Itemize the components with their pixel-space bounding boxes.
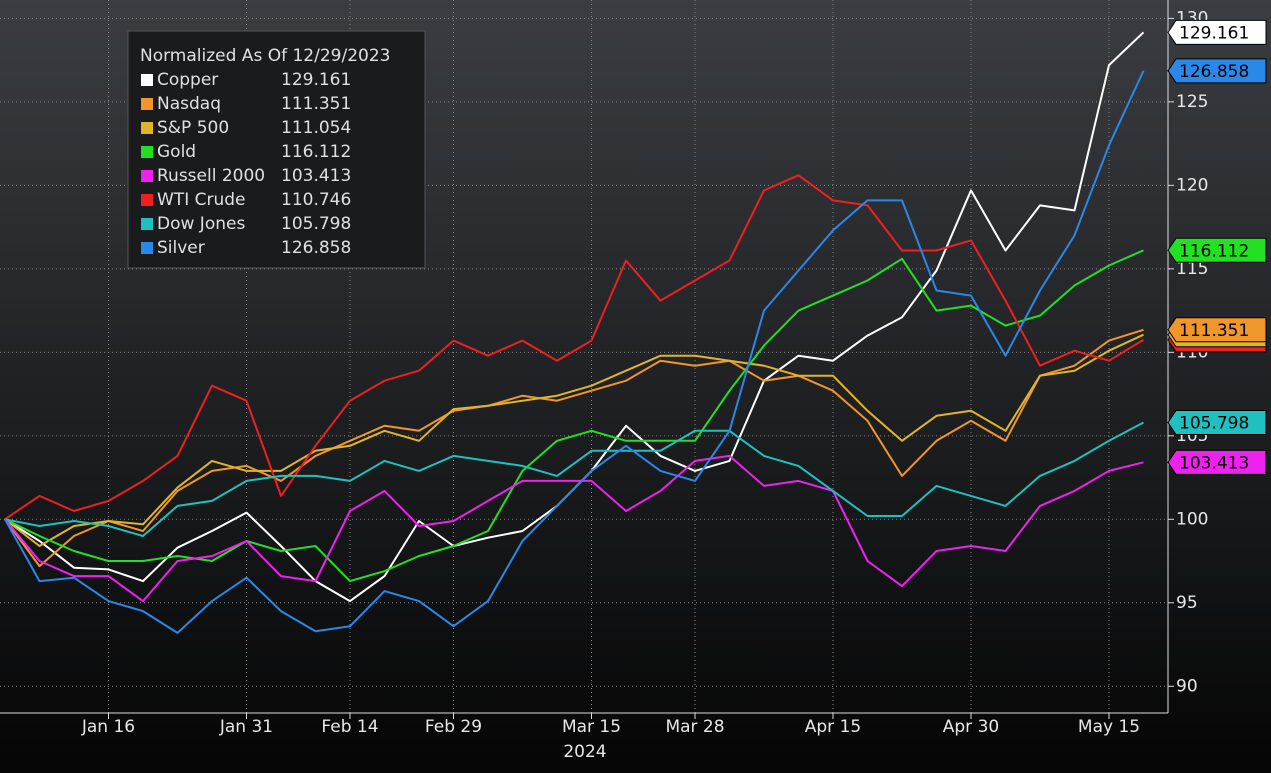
y-tick-label: 95 (1176, 593, 1198, 613)
x-tick-label: Apr 30 (943, 717, 999, 737)
end-tag (1167, 19, 1267, 45)
legend: Normalized As Of 12/29/2023 Copper 129.16… (127, 30, 426, 269)
x-tick-label: Jan 31 (219, 717, 273, 737)
legend-swatch (141, 74, 153, 86)
x-tick-label: Apr 15 (805, 717, 861, 737)
series-line (4, 454, 1144, 603)
end-tag-label: 103.413 (1179, 453, 1249, 473)
end-tag-label: 105.798 (1179, 413, 1249, 433)
end-tag (1167, 449, 1267, 475)
legend-value: 105.798 (281, 214, 351, 234)
legend-label: Gold (157, 142, 196, 162)
x-tick-label: Feb 29 (425, 717, 482, 737)
x-axis-label: 2024 (563, 742, 606, 762)
legend-label: Russell 2000 (157, 166, 265, 186)
end-tag (1167, 317, 1267, 343)
legend-label: Dow Jones (157, 214, 245, 234)
lines (4, 31, 1145, 634)
end-tag-label: 111.351 (1179, 321, 1249, 341)
legend-value: 111.351 (281, 94, 351, 114)
end-tag (1167, 409, 1267, 435)
legend-value: 129.161 (281, 70, 351, 90)
x-tick-label: Feb 14 (321, 717, 378, 737)
legend-swatch (141, 170, 153, 182)
legend-label: WTI Crude (157, 190, 246, 210)
legend-value: 126.858 (281, 238, 351, 258)
series-line (4, 174, 1145, 521)
series-line (4, 333, 1144, 547)
series-line (4, 421, 1144, 537)
legend-swatch (141, 122, 153, 134)
legend-value: 116.112 (281, 142, 351, 162)
end-tag-label: 126.858 (1179, 62, 1249, 82)
end-tag (1167, 58, 1267, 84)
x-tick-label: Mar 28 (665, 717, 724, 737)
end-tag (1167, 237, 1267, 263)
y-tick-label: 125 (1176, 92, 1208, 112)
y-tick-label: 120 (1176, 175, 1208, 195)
legend-swatch (141, 146, 153, 158)
x-tick-label: Mar 15 (562, 717, 621, 737)
legend-title: Normalized As Of 12/29/2023 (140, 46, 390, 66)
legend-label: Silver (157, 238, 205, 258)
series-line (4, 70, 1145, 634)
legend-swatch (141, 218, 153, 230)
legend-value: 103.413 (281, 166, 351, 186)
legend-swatch (141, 242, 153, 254)
end-tags: 126.858105.798110.746103.413116.112111.0… (1167, 19, 1267, 475)
legend-label: Nasdaq (157, 94, 221, 114)
legend-value: 110.746 (281, 190, 351, 210)
x-tick-label: May 15 (1078, 717, 1140, 737)
legend-swatch (141, 98, 153, 110)
end-tag-label: 129.161 (1179, 23, 1249, 43)
legend-label: S&P 500 (157, 118, 229, 138)
series-line (4, 328, 1144, 568)
legend-box (127, 30, 426, 269)
end-tag-label: 116.112 (1179, 241, 1249, 261)
legend-label: Copper (157, 70, 218, 90)
x-tick-label: Jan 16 (81, 717, 135, 737)
legend-value: 111.054 (281, 118, 351, 138)
y-tick-label: 90 (1176, 676, 1198, 696)
y-tick-label: 100 (1176, 509, 1208, 529)
legend-swatch (141, 194, 153, 206)
y-tick-label: 115 (1176, 259, 1208, 279)
grid (0, 0, 1168, 713)
